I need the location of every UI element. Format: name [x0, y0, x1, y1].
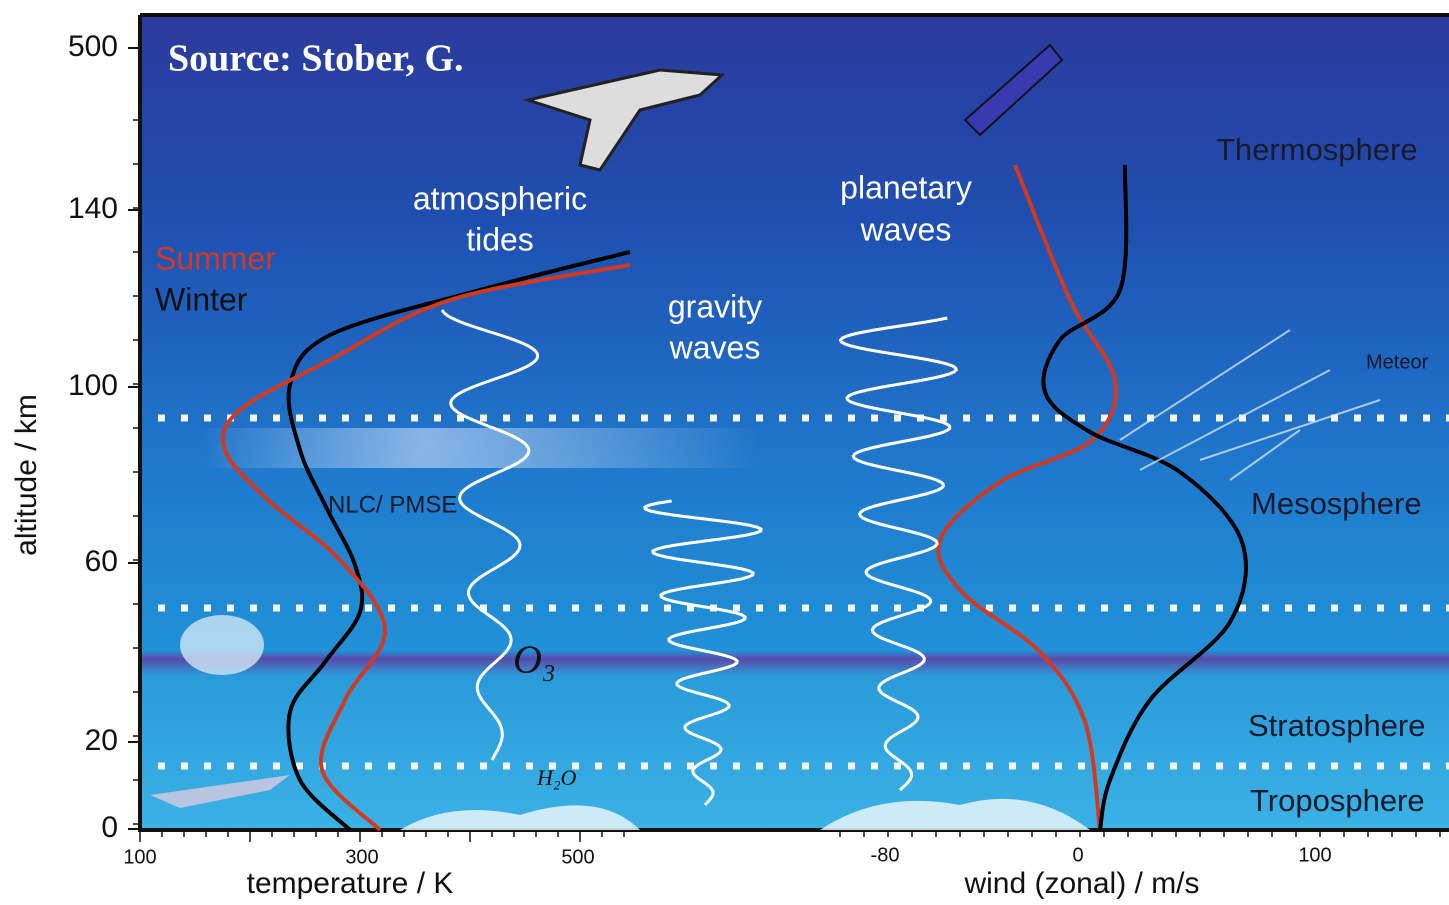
- x-tick-label: 100: [123, 846, 156, 868]
- meteor-label: Meteor: [1366, 351, 1429, 373]
- balloon: [180, 615, 264, 675]
- y-tick-label: 140: [68, 192, 118, 225]
- legend-summer: Summer: [155, 240, 276, 276]
- mountains: [400, 798, 1090, 830]
- meteor-trails: [1119, 329, 1381, 481]
- source: Source: Stober, G.: [168, 38, 464, 80]
- atmospheric-tide-wave: [440, 309, 540, 761]
- planetary-label: planetary: [840, 169, 972, 205]
- legend-winter: Winter: [155, 281, 248, 317]
- x-tick-label: -80: [871, 844, 900, 866]
- space-shuttle: [522, 68, 726, 172]
- winter-temperature: [286, 250, 631, 832]
- nlc-cloud: [200, 428, 760, 468]
- wind-axis-label: wind (zonal) / m/s: [963, 867, 1199, 900]
- temperature-axis-label: temperature / K: [247, 867, 454, 900]
- satellite: [963, 43, 1064, 137]
- y-tick-label: 0: [101, 811, 118, 844]
- aircraft: [150, 775, 290, 808]
- gravity-wave: [643, 499, 763, 807]
- tides-label: tides: [466, 221, 534, 257]
- summer-temperature: [220, 263, 631, 832]
- x-tick-label: 500: [561, 846, 594, 868]
- dotted-levels: [158, 414, 1449, 770]
- x-tick-label: 0: [1072, 844, 1083, 866]
- region-label: Mesosphere: [1251, 486, 1422, 521]
- x-tick-label: 300: [345, 846, 378, 868]
- planetary-label: waves: [860, 211, 952, 247]
- y-tick-label: 500: [68, 30, 118, 63]
- y-tick-label: 100: [68, 369, 118, 402]
- water-label: H₂O: [536, 765, 577, 790]
- y-axis-label: altitude / km: [10, 394, 43, 556]
- planetary-wave: [838, 316, 958, 792]
- overlay: [220, 164, 1381, 832]
- y-tick-label: 20: [85, 724, 118, 757]
- nlc-label: NLC/ PMSE: [328, 491, 457, 518]
- region-label: Stratosphere: [1248, 708, 1426, 743]
- ozone-label: O₃: [513, 637, 556, 682]
- tides-label: atmospheric: [413, 180, 587, 216]
- region-label: Thermosphere: [1216, 132, 1418, 167]
- gravity-label: waves: [669, 329, 761, 365]
- x-tick-label: 100: [1298, 844, 1331, 866]
- y-tick-label: 60: [85, 545, 118, 578]
- winter-wind: [1041, 164, 1248, 831]
- region-label: Troposphere: [1250, 783, 1425, 818]
- gravity-label: gravity: [668, 288, 762, 324]
